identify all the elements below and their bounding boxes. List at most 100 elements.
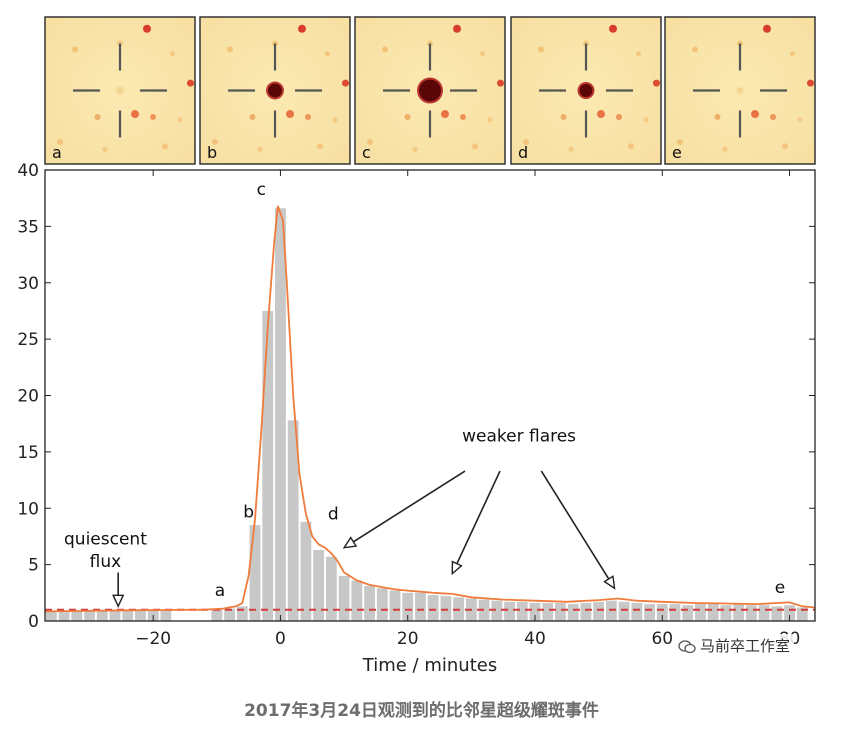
y-tick-label: 5	[28, 556, 39, 576]
bar	[618, 601, 630, 621]
x-tick-label: 0	[275, 629, 286, 649]
bar	[122, 610, 134, 621]
image-panels: a b c d e	[44, 16, 816, 165]
image-panel-b: b	[199, 16, 351, 165]
bar	[644, 604, 655, 621]
star-marker	[736, 87, 744, 94]
bar	[211, 609, 223, 621]
watermark: 马前卒工作室	[674, 634, 795, 657]
x-axis-label: Time / minutes	[362, 655, 497, 676]
bar	[567, 604, 579, 621]
bar	[427, 595, 439, 621]
annotation-arrow	[540, 470, 616, 590]
x-tick-label: 60	[651, 629, 673, 649]
bar	[682, 605, 694, 621]
image-panel-e: e	[664, 16, 816, 165]
bar	[631, 602, 643, 621]
y-tick-label: 10	[17, 499, 39, 519]
bar	[135, 609, 146, 621]
bar	[542, 602, 554, 621]
bar	[745, 605, 757, 621]
image-panel-c: c	[354, 16, 506, 165]
star-marker	[419, 79, 441, 102]
bar	[109, 609, 121, 621]
bar	[707, 604, 719, 621]
star-marker	[116, 87, 124, 94]
bar	[96, 610, 108, 621]
x-tick-label: 20	[397, 629, 419, 649]
bar	[605, 600, 617, 621]
bar	[415, 592, 426, 621]
y-tick-label: 15	[17, 443, 39, 463]
figure-caption: 2017年3月24日观测到的比邻星超级耀斑事件	[244, 701, 599, 721]
watermark-text: 马前卒工作室	[700, 637, 791, 655]
bar	[249, 525, 261, 621]
y-tick-label: 40	[17, 161, 39, 181]
bar	[224, 608, 235, 621]
y-tick-label: 35	[17, 217, 39, 237]
image-panel-a: a	[44, 16, 196, 165]
bar	[593, 601, 605, 621]
annotation-arrow	[451, 470, 501, 576]
bar	[236, 606, 248, 621]
annotation-arrow	[112, 572, 125, 609]
star-marker	[268, 83, 282, 98]
bar	[720, 605, 732, 621]
x-tick-label: −20	[135, 629, 171, 649]
bar	[71, 610, 83, 621]
bar	[84, 609, 95, 621]
bar	[695, 604, 706, 621]
panel-label: e	[672, 143, 682, 162]
bar	[275, 208, 286, 621]
panel-label: c	[362, 143, 371, 162]
annotation-label: b	[243, 502, 254, 522]
x-tick-label: 40	[524, 629, 546, 649]
y-tick-label: 25	[17, 330, 39, 350]
y-tick-label: 20	[17, 387, 39, 407]
bar	[733, 604, 745, 621]
annotation-label: a	[215, 581, 225, 601]
panel-label: a	[52, 143, 62, 162]
bar	[504, 601, 515, 621]
bar	[58, 610, 70, 621]
bar	[313, 549, 325, 621]
bar	[389, 590, 401, 621]
bar	[440, 596, 452, 621]
y-tick-label: 0	[28, 612, 39, 632]
bar	[402, 592, 414, 621]
bar	[669, 604, 681, 621]
bar	[796, 607, 808, 621]
bar	[160, 610, 172, 621]
bar	[376, 588, 388, 621]
bar	[325, 556, 337, 621]
bar	[351, 580, 363, 621]
bar	[338, 575, 350, 621]
annotation-label: d	[328, 505, 339, 525]
bar	[300, 521, 312, 621]
annotation-label: flux	[90, 552, 122, 572]
image-panel-d: d	[510, 16, 662, 165]
star-marker	[579, 84, 593, 97]
panel-label: b	[207, 143, 217, 162]
bar	[656, 604, 668, 621]
plot-area	[45, 170, 815, 621]
panel-label: d	[518, 143, 528, 162]
bar	[287, 420, 299, 621]
annotation-label: e	[775, 578, 785, 598]
bar	[364, 586, 375, 621]
bar	[262, 310, 274, 621]
bar	[555, 602, 566, 621]
bar	[529, 602, 541, 621]
bar	[478, 599, 490, 621]
bar	[491, 600, 503, 621]
annotation-label: c	[257, 180, 266, 200]
model-curve	[44, 205, 816, 613]
bar	[784, 605, 795, 621]
y-tick-label: 30	[17, 274, 39, 294]
bar	[758, 605, 770, 621]
bar	[516, 601, 528, 621]
wechat-icon	[678, 639, 696, 653]
annotation-arrow	[342, 470, 466, 549]
